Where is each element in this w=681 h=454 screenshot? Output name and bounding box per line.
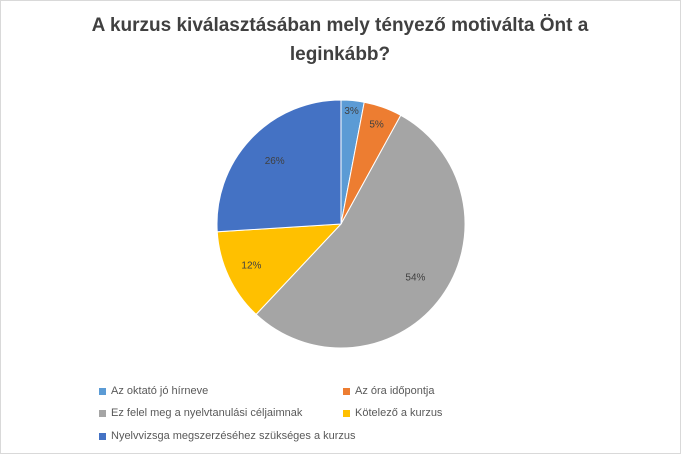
- data-label-kotelezo: 12%: [241, 261, 261, 272]
- pie-slice-celjaim: [255, 114, 466, 349]
- legend-label: Az óra időpontja: [355, 385, 435, 397]
- data-label-nyelvvizsga: 26%: [265, 156, 285, 167]
- data-label-celjaim: 54%: [405, 273, 425, 284]
- legend-label: Az oktató jó hírneve: [111, 385, 209, 397]
- legend-swatch: [343, 409, 350, 417]
- legend-item-kotelezo: Kötelező a kurzus: [343, 406, 442, 420]
- legend-item-celjaim: Ez felel meg a nyelvtanulási céljaimnak: [99, 406, 302, 420]
- legend-swatch: [99, 387, 106, 395]
- legend-label: Ez felel meg a nyelvtanulási céljaimnak: [111, 407, 303, 419]
- legend-item-nyelvvizsga: Nyelvvizsga megszerzéséhez szükséges a k…: [99, 429, 356, 443]
- pie-slice-nyelvvizsga: [216, 99, 342, 233]
- pie-slice-kotelezo: [216, 223, 343, 316]
- data-label-oktato: 3%: [344, 106, 359, 117]
- legend-swatch: [99, 409, 106, 417]
- data-label-idopont: 5%: [369, 120, 384, 131]
- legend-swatch: [343, 387, 350, 395]
- legend-item-idopont: Az óra időpontja: [343, 384, 435, 398]
- legend-swatch: [99, 432, 106, 440]
- legend-label: Nyelvvizsga megszerzéséhez szükséges a k…: [111, 430, 356, 442]
- chart-title-line-1: A kurzus kiválasztásában mely tényező mo…: [91, 15, 589, 36]
- legend-item-oktato: Az oktató jó hírneve: [99, 384, 208, 398]
- legend-label: Kötelező a kurzus: [355, 407, 443, 419]
- chart-title-line-2: leginkább?: [289, 44, 391, 65]
